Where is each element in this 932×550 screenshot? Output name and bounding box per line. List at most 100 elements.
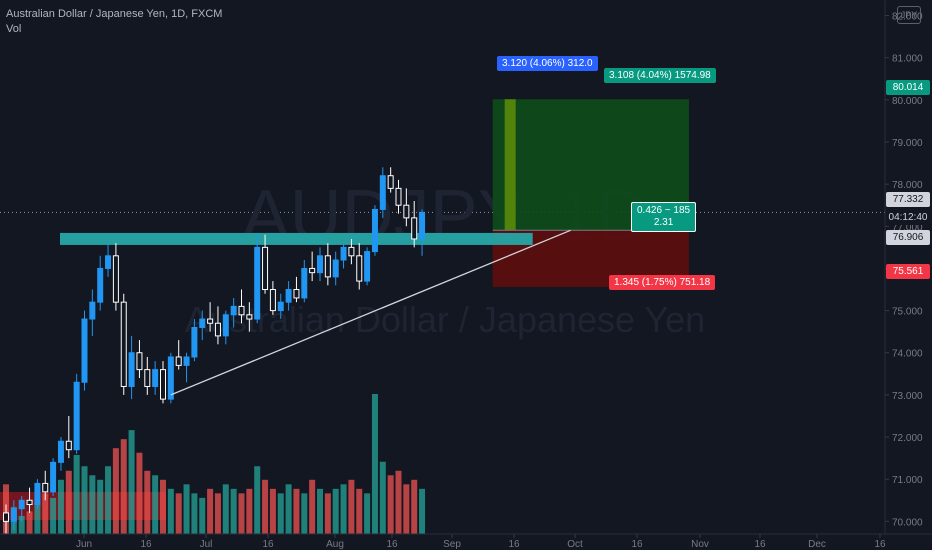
candle-body — [246, 314, 253, 320]
measure-label: 3.120 (4.06%) 312.0 — [497, 56, 598, 71]
candle-body — [309, 267, 316, 274]
volume-bar — [207, 488, 214, 534]
bar-countdown: 04:12:40 — [886, 210, 930, 225]
price-tick-label: 70.000 — [892, 517, 923, 528]
candle-body — [3, 512, 9, 522]
volume-bar — [340, 484, 347, 534]
candle-body — [81, 318, 88, 383]
candle-body — [395, 187, 402, 206]
volume-bar — [136, 452, 143, 534]
candle-body — [57, 440, 64, 463]
volume-bar — [222, 484, 229, 534]
candle-body — [73, 381, 80, 451]
volume-bar — [293, 488, 300, 534]
risk-reward-ratio: 2.31 — [653, 217, 674, 228]
candle-body — [191, 326, 198, 358]
candle-body — [183, 356, 190, 366]
candle-body — [97, 267, 104, 303]
currency-badge: JPY — [897, 6, 921, 24]
candle-body — [293, 289, 300, 299]
candle-body — [317, 255, 323, 274]
time-tick-label: 16 — [262, 539, 274, 550]
target-price-tag: 80.014 — [886, 80, 930, 95]
candle-body — [301, 267, 308, 299]
time-tick-label: Dec — [808, 539, 826, 550]
candle-body — [34, 482, 41, 505]
price-tick-label: 75.000 — [892, 307, 923, 318]
candle-body — [379, 175, 386, 210]
candle-body — [50, 461, 57, 493]
volume-bar — [395, 470, 402, 534]
time-axis: Jun 16 Jul 16 Aug 16 Sep 16 Oct 16 Nov 16 Dec 16 — [0, 533, 932, 550]
volume-bar — [42, 493, 49, 534]
candle-body — [364, 251, 371, 282]
resistance-band — [60, 232, 533, 245]
volume-bar — [238, 493, 245, 534]
candle-body — [112, 255, 119, 303]
stop-label: 1.345 (1.75%) 751.18 — [609, 275, 716, 290]
candle-body — [105, 255, 112, 269]
candle-body — [269, 289, 276, 312]
candle-body — [207, 318, 214, 324]
volume-bar — [144, 470, 151, 534]
candle-body — [230, 305, 237, 316]
volume-bar — [57, 479, 64, 534]
measure-bar — [504, 99, 516, 231]
candle-body — [340, 246, 347, 261]
candle-body — [175, 356, 182, 366]
time-tick-label: Aug — [326, 539, 344, 550]
candle-body — [199, 318, 206, 328]
volume-bar — [191, 493, 198, 534]
candle-body — [42, 482, 49, 493]
candle-body — [136, 352, 143, 371]
volume-bars — [0, 394, 426, 534]
candle-body — [403, 204, 410, 219]
volume-bar — [34, 502, 41, 534]
resistance-zone — [60, 232, 533, 245]
time-tick-label: 16 — [874, 539, 886, 550]
price-axis: 82.00081.00080.00079.00078.00077.00076.0… — [884, 0, 923, 534]
volume-bar — [387, 475, 394, 534]
candle-body — [152, 369, 159, 387]
volume-indicator-label[interactable]: Vol — [6, 23, 22, 35]
time-tick-label: 16 — [754, 539, 766, 550]
target-label: 3.108 (4.04%) 1574.98 — [604, 68, 716, 83]
volume-bar — [411, 479, 418, 534]
candle-body — [411, 217, 418, 240]
candle-body — [18, 499, 25, 510]
symbol-title: Australian Dollar / Japanese Yen, 1D, FX… — [6, 8, 223, 20]
candle-body — [160, 369, 166, 400]
volume-bar — [81, 466, 88, 534]
volume-bar — [301, 493, 308, 534]
candle-body — [285, 289, 292, 303]
last-price-tag: 77.332 — [886, 192, 930, 207]
volume-bar — [128, 430, 135, 534]
volume-bar — [348, 479, 355, 534]
risk-reward-label: 0.426 ~ 185 2.31 — [631, 202, 697, 232]
volume-bar — [277, 493, 284, 534]
volume-bar — [403, 484, 410, 534]
candle-body — [89, 301, 96, 320]
price-tick-label: 77.000 — [892, 222, 923, 233]
time-tick-label: Nov — [691, 539, 709, 550]
time-tick-label: 16 — [631, 539, 643, 550]
price-tick-label: 78.000 — [892, 180, 923, 191]
candles — [3, 167, 426, 534]
candle-body — [167, 356, 174, 400]
price-tick-label: 80.000 — [892, 96, 923, 107]
volume-bar — [332, 488, 339, 534]
volume-bar — [214, 493, 221, 534]
volume-bar — [285, 484, 292, 534]
long-position-tool — [492, 99, 689, 287]
stop-price-tag: 75.561 — [886, 264, 930, 279]
candle-body — [419, 211, 426, 240]
volume-bar — [356, 488, 363, 534]
candle-body — [65, 440, 72, 451]
volume-bar — [246, 488, 253, 534]
time-tick-label: 16 — [508, 539, 520, 550]
price-tick-label: 82.000 — [892, 12, 923, 23]
price-tick-label: 73.000 — [892, 391, 923, 402]
watermark-name: Australian Dollar / Japanese Yen — [185, 299, 705, 340]
risk-reward-line1: 0.426 ~ 185 — [637, 205, 691, 216]
